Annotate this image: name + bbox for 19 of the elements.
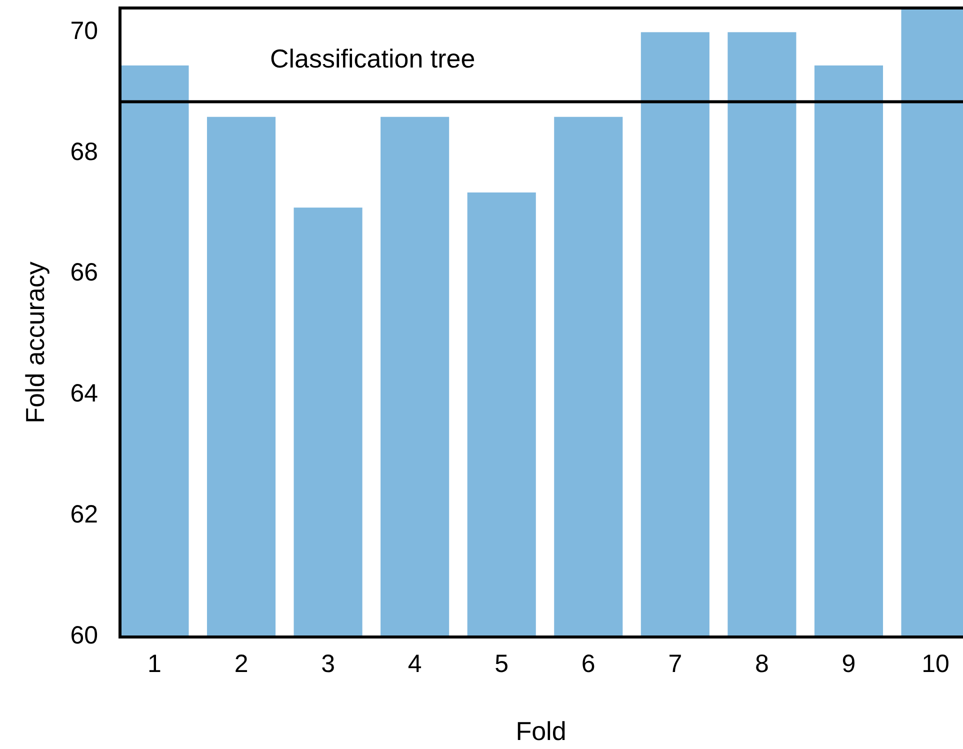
y-axis-title: Fold accuracy [20, 262, 50, 424]
y-tick-label: 64 [70, 380, 98, 408]
x-tick-label: 4 [408, 650, 422, 678]
x-axis-title: Fold [516, 716, 566, 746]
x-tick-label: 8 [755, 650, 769, 678]
x-tick-label: 2 [234, 650, 248, 678]
y-tick-label: 70 [70, 16, 98, 45]
ref-line-label: Classification tree [270, 44, 476, 74]
y-tick-label: 68 [70, 138, 98, 166]
x-tick-label: 6 [581, 650, 596, 678]
x-tick-label: 1 [148, 650, 162, 678]
x-tick-label: 9 [842, 650, 856, 678]
x-tick-label: 5 [494, 650, 509, 678]
x-tick-label: 7 [668, 650, 682, 678]
y-tick-label: 66 [70, 258, 98, 287]
y-tick-label: 60 [70, 622, 98, 650]
x-tick-label: 10 [922, 650, 950, 678]
y-tick-label: 62 [70, 500, 98, 529]
x-tick-label: 3 [321, 650, 335, 678]
